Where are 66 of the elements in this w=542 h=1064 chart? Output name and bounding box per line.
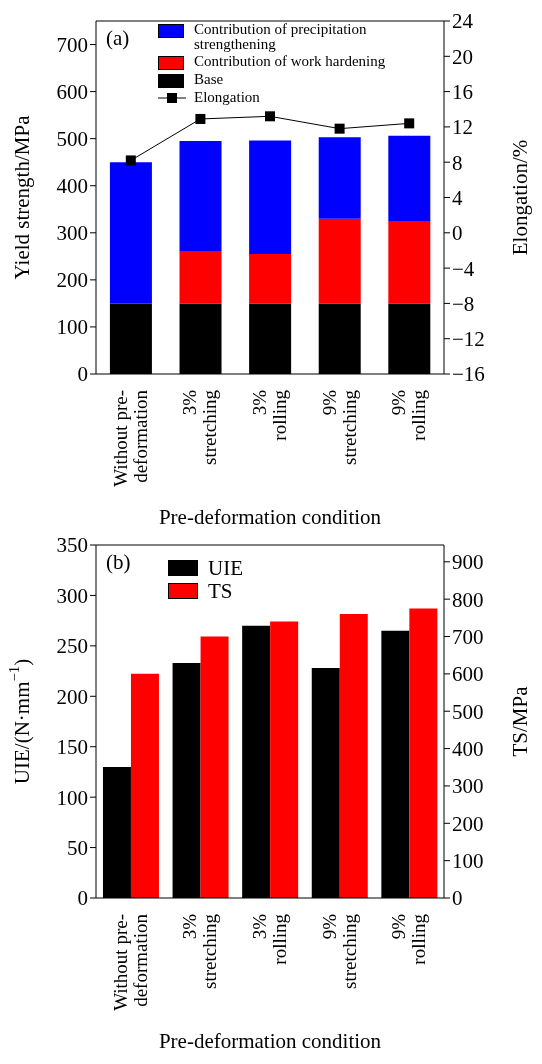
bar — [249, 140, 292, 254]
bar — [249, 253, 292, 304]
bar — [179, 141, 222, 252]
y2-tick-label: 4 — [452, 185, 463, 210]
y2-tick-label: 24 — [452, 9, 474, 34]
y-tick-label: 100 — [56, 315, 88, 340]
x-axis-title: Pre-deformation condition — [158, 1029, 382, 1053]
y2-tick-label: 400 — [452, 737, 484, 762]
y-tick-label: 500 — [56, 127, 88, 152]
x-axis-title: Pre-deformation condition — [158, 505, 382, 529]
y2-tick-label: 20 — [452, 44, 473, 69]
y2-tick-label: 300 — [452, 774, 484, 799]
y2-tick-label: 0 — [452, 221, 463, 246]
y-axis-title: Yield strength/MPa — [9, 114, 34, 280]
legend-label: Contribution of precipitation strengthening — [194, 21, 368, 52]
y2-axis-title: Elongation/% — [507, 139, 532, 256]
y2-tick-label: 500 — [452, 699, 484, 724]
legend-label: TS — [208, 579, 233, 603]
y-tick-label: 700 — [56, 32, 88, 57]
y2-tick-label: 900 — [452, 550, 484, 575]
y-tick-label: 150 — [56, 735, 88, 760]
point — [334, 123, 345, 134]
y2-tick-label: 100 — [452, 849, 484, 874]
bar — [318, 137, 361, 219]
y2-axis-title: TS/MPa — [507, 685, 532, 757]
chart-title: (b) — [106, 550, 131, 575]
legend-label: Contribution of work hardening — [194, 53, 386, 69]
point — [404, 118, 415, 129]
legend-label: Elongation — [194, 89, 260, 105]
y2-tick-label: 800 — [452, 587, 484, 612]
y-tick-label: 50 — [67, 836, 88, 861]
y-tick-label: 200 — [56, 268, 88, 293]
y-tick-label: 0 — [77, 362, 88, 387]
y2-tick-label: −4 — [452, 256, 475, 281]
y-tick-label: 0 — [77, 886, 88, 911]
y2-tick-label: −8 — [452, 291, 475, 316]
y2-tick-label: 0 — [452, 886, 463, 911]
bar — [179, 251, 222, 304]
bar — [388, 135, 431, 222]
y-tick-label: 300 — [56, 583, 88, 608]
y2-tick-label: 16 — [452, 80, 473, 105]
y-tick-label: 250 — [56, 634, 88, 659]
point — [125, 155, 136, 166]
x-tick-label: Without pre-deformation — [109, 389, 151, 487]
y2-tick-label: −12 — [452, 327, 485, 352]
bar — [318, 218, 361, 304]
bar — [388, 221, 431, 304]
x-tick-label: Without pre-deformation — [109, 913, 151, 1011]
y2-tick-label: 200 — [452, 811, 484, 836]
y-tick-label: 600 — [56, 80, 88, 105]
y2-tick-label: 8 — [452, 150, 463, 175]
point — [195, 113, 206, 124]
y2-tick-label: 600 — [452, 662, 484, 687]
y-tick-label: 200 — [56, 684, 88, 709]
y2-tick-label: 700 — [452, 624, 484, 649]
y-tick-label: 100 — [56, 785, 88, 810]
y2-tick-label: −16 — [452, 362, 485, 387]
bar — [109, 162, 152, 304]
y2-tick-label: 12 — [452, 115, 473, 140]
chart-title: (a) — [106, 26, 130, 51]
legend-label: UIE — [208, 556, 243, 580]
point — [265, 111, 275, 122]
y-tick-label: 400 — [56, 174, 88, 199]
y-tick-label: 350 — [56, 533, 88, 558]
legend-label: Base — [194, 71, 224, 87]
y-tick-label: 300 — [56, 221, 88, 246]
